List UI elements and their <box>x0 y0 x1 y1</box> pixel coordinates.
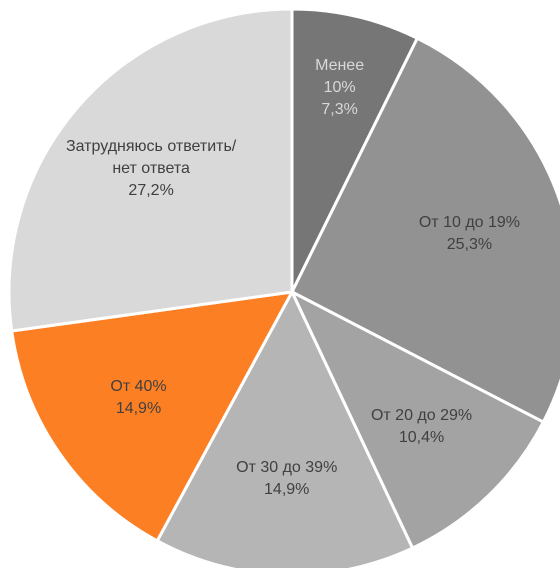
category-label: От 20 до 29% <box>370 406 473 424</box>
pie-slice <box>7 7 294 333</box>
slice-label: Менее 10% 7,3% <box>310 55 370 121</box>
pie-slice <box>290 7 420 293</box>
pie-slice <box>10 290 295 543</box>
slice-label: Затрудняюсь ответить/нет ответа 27,2% <box>56 136 246 202</box>
slice-label: От 30 до 39% 14,9% <box>207 457 367 501</box>
value-label: 7,3% <box>321 101 358 119</box>
category-label: От 30 до 39% <box>236 458 338 476</box>
value-label: 14,9% <box>115 400 162 418</box>
category-label: Менее 10% <box>315 57 365 97</box>
slice-label: От 10 до 19% 25,3% <box>389 212 549 256</box>
value-label: 25,3% <box>446 235 493 253</box>
slice-label: От 40% 14,9% <box>99 376 179 420</box>
value-label: 27,2% <box>128 182 174 200</box>
category-label: От 40% <box>110 378 167 396</box>
pie-slice <box>155 288 415 568</box>
category-label: Затрудняюсь ответить/нет ответа <box>65 138 237 178</box>
pie-slice <box>288 288 546 551</box>
slice-label: От 20 до 29% 10,4% <box>352 405 492 449</box>
value-label: 14,9% <box>264 480 310 498</box>
category-label: От 10 до 19% <box>418 213 521 231</box>
value-label: 10,4% <box>398 428 445 446</box>
